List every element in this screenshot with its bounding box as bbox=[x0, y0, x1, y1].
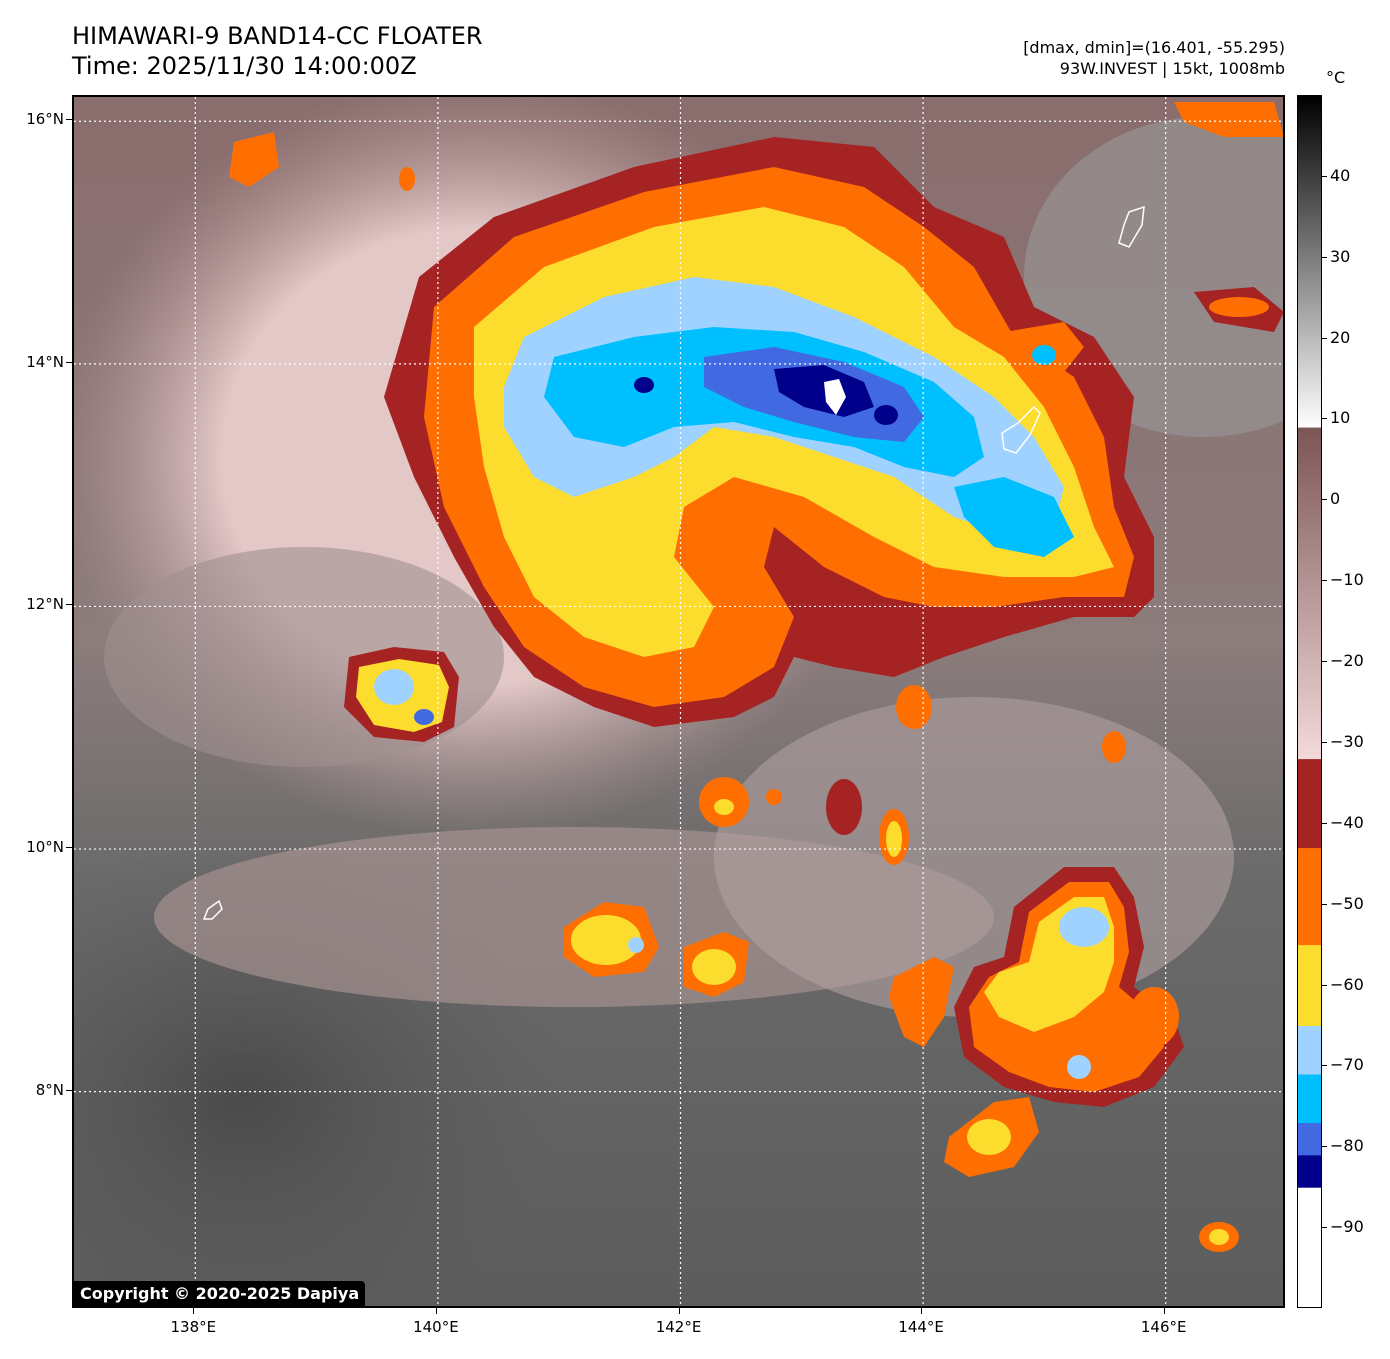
yap-outline bbox=[202, 899, 223, 920]
cloud-cyan-lobe-se bbox=[954, 477, 1074, 557]
cloud-se-cluster-s-core bbox=[967, 1119, 1011, 1155]
cloud-se-cluster-e bbox=[1129, 987, 1179, 1047]
map-time: Time: 2025/11/30 14:00:00Z bbox=[72, 52, 417, 80]
map-title: HIMAWARI-9 BAND14-CC FLOATER bbox=[72, 22, 483, 50]
colorbar-band bbox=[1298, 848, 1321, 946]
colorbar-tick-label: 30 bbox=[1330, 246, 1351, 266]
cloud-white-core bbox=[824, 379, 846, 415]
lat-tick-mark bbox=[66, 1089, 72, 1091]
colorbar-tick-mark bbox=[1322, 822, 1327, 824]
colorbar-tick-mark bbox=[1322, 1065, 1327, 1067]
copyright-label: Copyright © 2020-2025 Dapiya bbox=[74, 1281, 366, 1306]
cloud-nw-tiny bbox=[399, 167, 415, 191]
colorbar-tick-mark bbox=[1322, 741, 1327, 743]
lat-tick-mark bbox=[66, 847, 72, 849]
lon-tick-mark bbox=[1163, 1308, 1165, 1314]
cloud-se-small-core bbox=[1209, 1229, 1229, 1245]
colorbar bbox=[1297, 95, 1322, 1308]
colorbar-tick-label: −10 bbox=[1330, 570, 1364, 590]
colorbar-tick-label: 0 bbox=[1330, 489, 1341, 509]
colorbar-tick-label: 10 bbox=[1330, 408, 1351, 428]
lat-lon-grid bbox=[74, 97, 1283, 1306]
lat-tick-label: 10°N bbox=[26, 838, 64, 857]
colorbar-tick-label: 20 bbox=[1330, 327, 1351, 347]
cloud-guam-nw-core bbox=[1032, 345, 1056, 365]
cloud-cell-s6 bbox=[766, 789, 782, 805]
cloud-cell-s5 bbox=[1102, 731, 1126, 763]
cloud-se-cluster-lightblue-2 bbox=[1067, 1055, 1091, 1079]
lat-tick-mark bbox=[66, 119, 72, 121]
lon-tick-label: 144°E bbox=[898, 1318, 944, 1336]
lat-tick-mark bbox=[66, 361, 72, 363]
cloud-west-cell-blue bbox=[414, 709, 434, 725]
colorbar-tick-label: −40 bbox=[1330, 812, 1364, 832]
colorbar-tick-label: −50 bbox=[1330, 893, 1364, 913]
lon-tick-label: 138°E bbox=[170, 1318, 217, 1336]
lon-tick-label: 142°E bbox=[655, 1318, 702, 1336]
colorbar-unit: °C bbox=[1326, 68, 1346, 87]
cloud-cell-south-w-core bbox=[628, 937, 644, 953]
rota-outline bbox=[1118, 205, 1145, 248]
colorbar-tick-label: −70 bbox=[1330, 1055, 1364, 1075]
cloud-cell-south-e-orange bbox=[889, 957, 954, 1047]
colorbar-tick-mark bbox=[1322, 661, 1327, 663]
lat-tick-label: 8°N bbox=[35, 1080, 64, 1099]
ir-imagery bbox=[74, 97, 1283, 1306]
colorbar-band bbox=[1298, 945, 1321, 1027]
lat-tick-label: 14°N bbox=[26, 352, 64, 371]
colorbar-tick-label: −90 bbox=[1330, 1217, 1364, 1237]
colorbar-tick-label: −80 bbox=[1330, 1136, 1364, 1156]
storm-info: 93W.INVEST | 15kt, 1008mb bbox=[1059, 59, 1285, 78]
colorbar-band bbox=[1298, 427, 1321, 760]
colorbar-band bbox=[1298, 759, 1321, 849]
cloud-cell-south-w-yellow bbox=[571, 915, 641, 965]
colorbar-band bbox=[1298, 1025, 1321, 1075]
lon-tick-mark bbox=[193, 1308, 195, 1314]
colorbar-tick-mark bbox=[1322, 580, 1327, 582]
cloud-cell-s2 bbox=[826, 779, 862, 835]
lon-tick-mark bbox=[678, 1308, 680, 1314]
cloud-cell-s4 bbox=[896, 685, 932, 729]
cloud-se-cluster-lightblue bbox=[1059, 907, 1109, 947]
lat-tick-label: 16°N bbox=[26, 110, 64, 129]
cloud-navy-spot-w bbox=[634, 377, 654, 393]
colorbar-tick-mark bbox=[1322, 418, 1327, 420]
dmax-dmin-readout: [dmax, dmin]=(16.401, -55.295) bbox=[1023, 38, 1285, 57]
lon-tick-mark bbox=[435, 1308, 437, 1314]
cloud-nw-small bbox=[229, 132, 279, 187]
cloud-navy-spot-e bbox=[874, 405, 898, 425]
colorbar-tick-mark bbox=[1322, 984, 1327, 986]
cloud-west-cell-lightblue bbox=[374, 669, 414, 705]
lon-tick-mark bbox=[921, 1308, 923, 1314]
colorbar-tick-label: −60 bbox=[1330, 974, 1364, 994]
colorbar-scale bbox=[1298, 96, 1321, 1307]
colorbar-tick-mark bbox=[1322, 903, 1327, 905]
colorbar-tick-mark bbox=[1322, 175, 1327, 177]
cloud-navy-core bbox=[774, 365, 874, 417]
cloud-cell-s1-core bbox=[714, 799, 734, 815]
lon-tick-label: 146°E bbox=[1140, 1318, 1187, 1336]
colorbar-band bbox=[1298, 1074, 1321, 1124]
colorbar-tick-label: −30 bbox=[1330, 731, 1364, 751]
cloud-cell-south-c-yellow bbox=[692, 949, 736, 985]
cloud-ne-orange bbox=[1174, 102, 1283, 137]
lon-tick-label: 140°E bbox=[413, 1318, 459, 1336]
colorbar-tick-label: −20 bbox=[1330, 651, 1364, 671]
colorbar-tick-mark bbox=[1322, 1146, 1327, 1148]
colorbar-band bbox=[1298, 1155, 1321, 1189]
colorbar-tick-mark bbox=[1322, 256, 1327, 258]
colorbar-tick-mark bbox=[1322, 499, 1327, 501]
cloud-cell-s3-core bbox=[886, 821, 902, 857]
colorbar-band bbox=[1298, 1187, 1321, 1307]
colorbar-tick-label: 40 bbox=[1330, 165, 1351, 185]
colorbar-band bbox=[1298, 96, 1321, 429]
colorbar-tick-mark bbox=[1322, 1227, 1327, 1229]
lat-tick-mark bbox=[66, 604, 72, 606]
guam-outline bbox=[1001, 405, 1041, 454]
colorbar-tick-mark bbox=[1322, 337, 1327, 339]
colorbar-band bbox=[1298, 1123, 1321, 1156]
cloud-ne-orange-2 bbox=[1209, 297, 1269, 317]
lat-tick-label: 12°N bbox=[26, 595, 64, 614]
satellite-map: Copyright © 2020-2025 Dapiya bbox=[72, 95, 1285, 1308]
